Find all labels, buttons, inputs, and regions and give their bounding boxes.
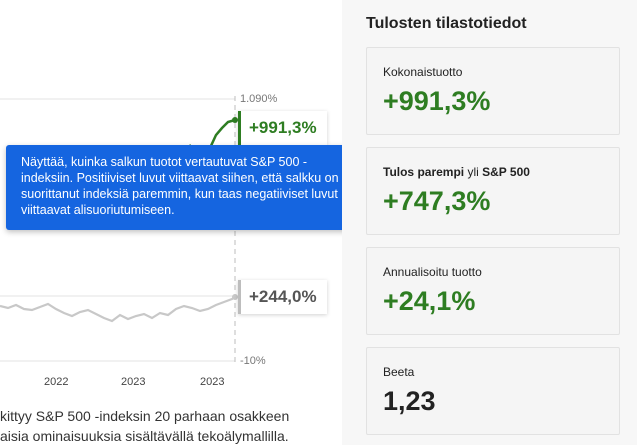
x-tick-label: 2023 <box>121 376 146 388</box>
stat-card-total-return: Kokonaistuotto +991,3% <box>366 47 620 135</box>
index-value-badge: +244,0% <box>238 280 327 314</box>
stat-label: Tulos parempi yli S&P 500 <box>383 165 530 179</box>
description-line: kittyy S&P 500 -indeksin 20 parhaan osak… <box>0 408 290 424</box>
y-axis-min-label: -10% <box>240 355 266 367</box>
stat-value: +747,3% <box>383 186 491 216</box>
stat-label-part: S&P 500 <box>482 165 530 179</box>
stat-card-outperformance[interactable]: Tulos parempi yli S&P 500 +747,3% <box>366 147 620 235</box>
x-tick-label: 2022 <box>44 376 69 388</box>
portfolio-end-point <box>232 117 238 123</box>
index-series-line <box>0 296 236 323</box>
portfolio-value-badge: +991,3% <box>238 111 327 145</box>
stat-card-annualized-return: Annualisoitu tuotto +24,1% <box>366 247 620 335</box>
x-tick-label: 2023 <box>200 376 225 388</box>
y-axis-max-label: 1.090% <box>240 93 278 105</box>
stat-label: Beeta <box>383 365 415 379</box>
chart-canvas <box>0 96 238 364</box>
stat-label-part: yli <box>464 165 483 179</box>
stat-label-part: Tulos parempi <box>383 165 465 179</box>
strategy-description: kittyy S&P 500 -indeksin 20 parhaan osak… <box>0 406 340 446</box>
stat-value: +991,3% <box>383 86 491 116</box>
description-line: aisia ominaisuuksia sisältävällä tekoäly… <box>0 428 289 444</box>
stat-label: Annualisoitu tuotto <box>383 265 482 279</box>
stat-value: +24,1% <box>383 286 476 316</box>
stat-value: 1,23 <box>383 386 436 416</box>
results-stats-panel: Tulosten tilastotiedot Kokonaistuotto +9… <box>342 0 637 445</box>
info-tooltip: Näyttää, kuinka salkun tuotot vertautuva… <box>6 145 356 230</box>
index-end-point <box>232 294 238 300</box>
stat-label: Kokonaistuotto <box>383 65 463 79</box>
panel-title: Tulosten tilastotiedot <box>366 15 527 32</box>
stat-card-beta: Beeta 1,23 <box>366 347 620 435</box>
